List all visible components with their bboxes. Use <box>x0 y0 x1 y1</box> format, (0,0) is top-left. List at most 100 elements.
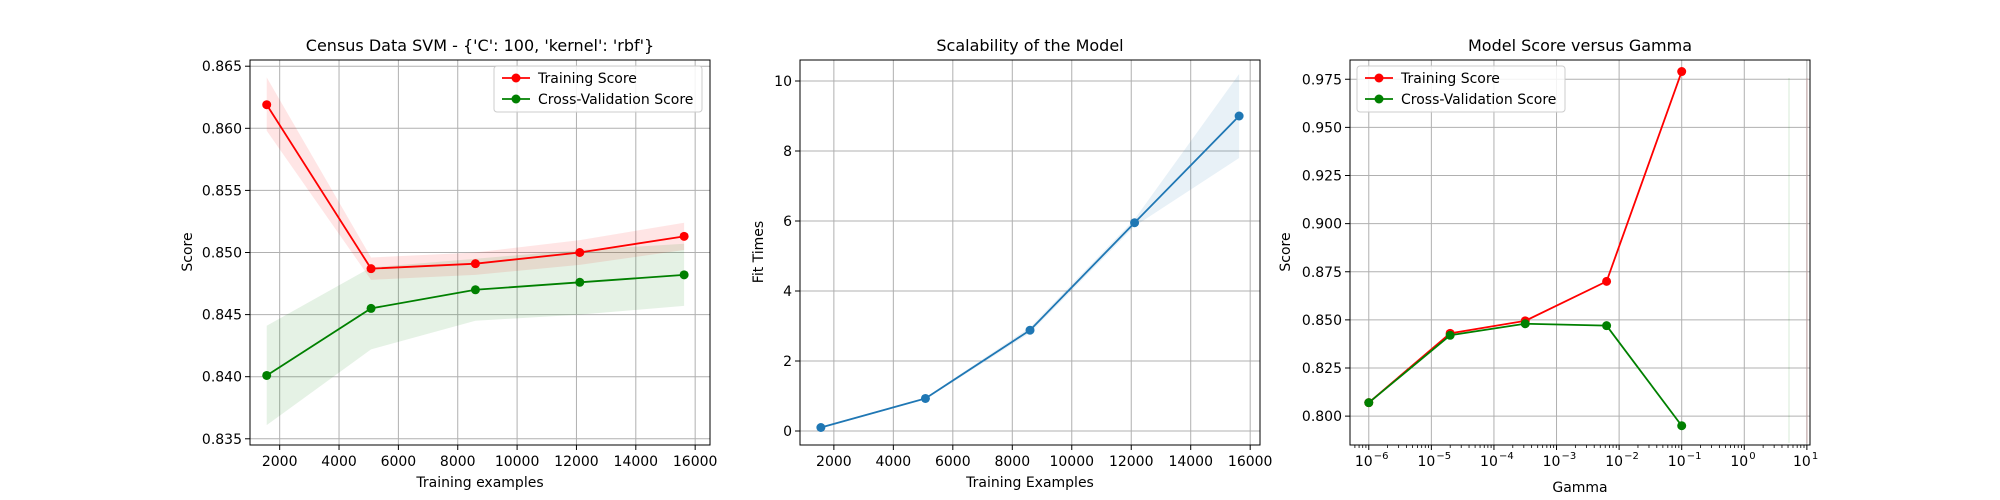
chart3-y-tick-label: 0.800 <box>1302 409 1342 425</box>
chart1-series-2-point <box>470 285 480 295</box>
chart3-y-axis-label: Score <box>1278 232 1294 271</box>
chart1-bands <box>266 77 685 426</box>
chart2-x-tick-label: 10000 <box>1049 454 1094 470</box>
chart2-y-tick-label: 10 <box>774 74 792 90</box>
chart3-legend-cv-marker <box>1374 94 1384 104</box>
chart3-x-tick-superscript: −1 <box>1687 451 1702 462</box>
chart3-series-2-point <box>1602 321 1612 331</box>
chart1-x-tick-label: 4000 <box>321 454 357 470</box>
chart2-x-tick-label: 8000 <box>994 454 1030 470</box>
chart-census-svm: 2000 4000 6000 8000 10000 12000 14000 16000 0.83… <box>180 36 717 491</box>
chart1-x-tick-label: 14000 <box>614 454 659 470</box>
chart3-series-2-point <box>1677 421 1687 431</box>
chart1-series-2-point <box>262 370 272 380</box>
chart3-legend-box <box>1356 65 1566 113</box>
chart1-series-1-point <box>262 100 272 110</box>
chart3-x-tick-label: 10 <box>1543 454 1561 470</box>
chart2-series-1-point <box>1234 111 1244 121</box>
chart2-y-tick-label: 2 <box>783 354 792 370</box>
chart3-y-tick-label: 0.825 <box>1302 361 1342 377</box>
chart2-series-1-point <box>816 423 826 432</box>
chart3-faint-band-cv <box>1788 78 1790 443</box>
chart2-gridlines <box>800 60 1260 445</box>
chart3-x-tick-superscript: −2 <box>1624 451 1639 462</box>
chart3-gridlines <box>1350 60 1810 445</box>
chart1-series-1-point <box>366 264 376 274</box>
chart3-y-tick-label: 0.850 <box>1302 313 1342 329</box>
chart1-series-1-point <box>470 259 480 269</box>
chart1-series-1-point <box>575 248 585 257</box>
chart3-legend-cv-label: Cross-Validation Score <box>1401 92 1556 108</box>
chart-score-vs-gamma: 10 −6 10 −5 10 −4 10 −3 10 −2 10 −1 10 0 10 10.8000.825… <box>1278 36 1818 496</box>
chart2-y-tick-label: 8 <box>783 144 792 160</box>
chart3-x-tick-label: 10 <box>1668 454 1686 470</box>
chart1-x-tick-label: 12000 <box>554 454 599 470</box>
chart3-x-tick-superscript: 1 <box>1812 451 1818 462</box>
chart2-ticks: 2000 4000 6000 8000 10000 12000 14000 16000 0 2 4 6… <box>774 74 1272 470</box>
chart3-x-tick-label: 10 <box>1480 454 1498 470</box>
chart1-y-tick-label: 0.845 <box>202 308 242 324</box>
chart1-title: Census Data SVM - {'C': 100, 'kernel': '… <box>306 36 654 55</box>
chart2-y-axis-label: Fit Times <box>751 221 767 283</box>
chart3-x-tick-label: 10 <box>1605 454 1623 470</box>
chart3-ticks: 10 −6 10 −5 10 −4 10 −3 10 −2 10 −1 10 0 10 10.8000.825… <box>1302 72 1818 470</box>
chart1-series-1-point <box>679 231 689 241</box>
chart2-x-axis-label: Training Examples <box>965 475 1094 491</box>
chart1-y-tick-label: 0.855 <box>202 183 242 199</box>
chart2-x-tick-label: 12000 <box>1109 454 1154 470</box>
chart1-ticks: 2000 4000 6000 8000 10000 12000 14000 16000 0.83… <box>202 59 718 470</box>
chart3-series-2-point <box>1364 398 1374 408</box>
chart2-y-tick-label: 4 <box>783 284 792 300</box>
chart3-faint-band-training <box>1806 78 1808 443</box>
chart2-y-tick-label: 6 <box>783 214 792 230</box>
chart1-x-tick-label: 10000 <box>495 454 540 470</box>
chart2-x-tick-label: 16000 <box>1228 454 1273 470</box>
chart3-x-tick-label: 10 <box>1417 454 1435 470</box>
chart1-x-tick-label: 8000 <box>440 454 476 470</box>
chart2-title: Scalability of the Model <box>936 36 1123 55</box>
chart3-legend: Training Score Cross-Validation Score <box>1356 65 1566 113</box>
chart3-y-tick-label: 0.975 <box>1302 72 1342 88</box>
chart-scalability: 2000 4000 6000 8000 10000 12000 14000 16000 0 2 4 6… <box>751 36 1272 491</box>
chart1-legend-training-marker <box>511 73 521 83</box>
chart2-series-1-point <box>1130 218 1140 228</box>
chart3-y-tick-label: 0.925 <box>1302 169 1342 185</box>
chart3-series-2-point <box>1445 330 1455 340</box>
chart3-series-2-point <box>1520 319 1530 329</box>
chart1-legend-cv-marker <box>511 94 521 104</box>
chart3-x-tick-superscript: −4 <box>1499 451 1514 462</box>
chart1-legend-box <box>493 65 703 113</box>
chart2-points <box>816 111 1244 432</box>
chart1-series-2-point <box>366 303 376 313</box>
chart3-points <box>1364 67 1687 431</box>
chart1-series-2-band <box>266 243 685 426</box>
chart3-x-tick-superscript: −5 <box>1436 451 1451 462</box>
chart3-x-tick-label: 10 <box>1355 454 1373 470</box>
chart3-x-axis-label: Gamma <box>1552 480 1607 496</box>
chart3-x-tick-superscript: −3 <box>1562 451 1577 462</box>
chart1-points <box>262 100 689 380</box>
chart2-y-tick-label: 0 <box>783 424 792 440</box>
chart1-x-tick-label: 6000 <box>381 454 417 470</box>
chart1-y-tick-label: 0.840 <box>202 370 242 386</box>
chart1-y-axis-label: Score <box>180 232 196 271</box>
chart3-plot-frame <box>1349 59 1811 446</box>
chart1-series-2-point <box>679 270 689 280</box>
chart3-x-tick-label: 10 <box>1793 454 1811 470</box>
chart2-series-1-point <box>1025 325 1035 335</box>
chart3-faint-band-artifact <box>1788 78 1808 443</box>
chart3-x-tick-label: 10 <box>1730 454 1748 470</box>
chart3-series-1-point <box>1602 276 1612 286</box>
chart1-series-2-point <box>575 277 585 287</box>
chart2-series-1-point <box>920 393 930 403</box>
chart2-x-tick-label: 6000 <box>935 454 971 470</box>
chart1-legend-training-label: Training Score <box>537 71 637 87</box>
chart1-legend: Training Score Cross-Validation Score <box>493 65 703 113</box>
chart2-plot-frame <box>799 59 1261 446</box>
chart2-x-tick-label: 4000 <box>876 454 912 470</box>
chart3-legend-training-marker <box>1374 73 1384 83</box>
chart1-legend-cv-label: Cross-Validation Score <box>538 92 693 108</box>
chart1-y-tick-label: 0.865 <box>202 59 242 75</box>
